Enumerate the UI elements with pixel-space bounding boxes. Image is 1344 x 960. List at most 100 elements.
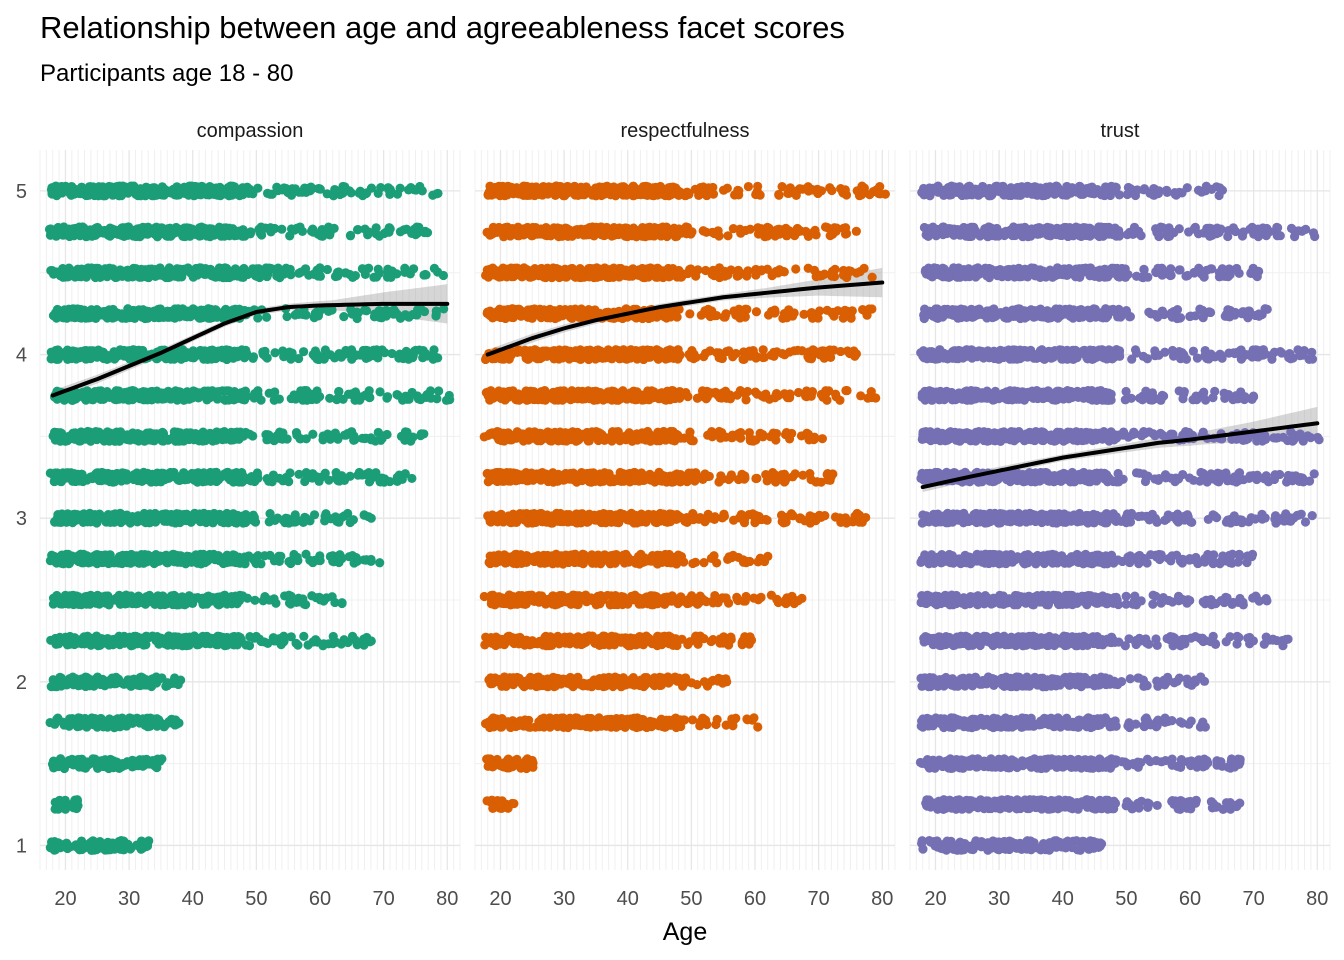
data-point — [178, 598, 188, 608]
data-point — [144, 470, 154, 480]
data-point — [197, 428, 207, 439]
data-point — [333, 271, 343, 281]
data-point — [240, 386, 251, 396]
data-point — [315, 184, 325, 194]
data-point — [223, 266, 234, 276]
data-point — [89, 224, 99, 235]
data-point — [104, 436, 114, 446]
data-point — [207, 354, 217, 364]
data-point — [197, 185, 207, 195]
data-point — [68, 433, 78, 444]
data-point — [244, 551, 254, 561]
data-point — [229, 510, 239, 520]
data-point — [266, 227, 276, 237]
data-point — [403, 354, 414, 364]
data-point — [260, 346, 270, 356]
data-point — [375, 387, 385, 397]
points-layer — [44, 181, 1324, 855]
data-point — [417, 305, 427, 315]
data-point — [114, 394, 124, 404]
data-point — [375, 558, 385, 568]
data-point — [151, 549, 161, 560]
data-point — [299, 385, 310, 396]
data-point — [225, 181, 236, 191]
data-point — [285, 468, 295, 478]
data-point — [429, 353, 439, 363]
data-point — [308, 224, 318, 234]
data-point — [151, 264, 161, 275]
data-point — [85, 394, 95, 404]
data-point — [65, 714, 75, 724]
data-point — [226, 189, 236, 199]
data-point — [350, 270, 360, 281]
data-point — [330, 597, 340, 608]
data-point — [72, 510, 82, 520]
data-point — [179, 395, 189, 405]
data-point — [251, 631, 261, 642]
chart-title: Relationship between age and agreeablene… — [40, 10, 845, 45]
data-point — [299, 631, 309, 641]
data-point — [350, 635, 360, 645]
data-point — [146, 227, 156, 237]
data-point — [386, 186, 396, 196]
data-point — [221, 558, 231, 568]
data-point — [366, 554, 376, 565]
data-point — [418, 353, 428, 363]
data-point — [400, 391, 411, 401]
data-point — [93, 590, 103, 600]
data-point — [143, 183, 153, 193]
data-point — [207, 309, 217, 319]
data-point — [158, 436, 168, 446]
data-point — [172, 190, 182, 200]
data-point — [376, 435, 386, 445]
data-point — [207, 271, 217, 281]
data-point — [224, 473, 234, 483]
data-point — [277, 224, 287, 234]
data-point — [249, 393, 259, 403]
data-point — [118, 511, 128, 521]
data-point — [164, 717, 174, 727]
data-point — [199, 468, 209, 478]
data-point — [339, 430, 350, 440]
data-point — [174, 718, 184, 728]
data-point — [188, 267, 198, 277]
data-point — [53, 509, 63, 520]
data-point — [52, 312, 62, 322]
data-point — [46, 347, 56, 357]
data-point — [178, 345, 188, 355]
data-point — [105, 638, 116, 648]
data-point — [73, 681, 84, 691]
data-point — [360, 469, 371, 480]
data-point — [88, 639, 99, 649]
data-point — [87, 844, 97, 854]
data-point — [352, 307, 362, 317]
data-point — [229, 640, 239, 650]
data-point — [79, 431, 89, 442]
data-point — [110, 715, 120, 725]
data-point — [272, 182, 282, 192]
data-point — [73, 390, 83, 401]
data-point — [132, 677, 142, 687]
data-point — [286, 558, 296, 569]
data-point — [237, 477, 247, 487]
data-point — [301, 513, 311, 523]
data-point — [315, 551, 325, 561]
data-point — [279, 352, 289, 362]
data-point — [66, 556, 76, 566]
data-point — [279, 183, 289, 193]
data-point — [350, 351, 360, 361]
data-point — [169, 467, 179, 478]
data-point — [421, 392, 432, 403]
data-point — [216, 430, 227, 440]
data-point — [90, 510, 100, 520]
data-point — [59, 395, 70, 405]
data-point — [139, 640, 149, 650]
data-point — [370, 310, 381, 320]
data-point — [70, 475, 80, 485]
data-point — [132, 430, 142, 440]
data-point — [161, 186, 172, 196]
data-point — [208, 229, 218, 239]
data-point — [429, 345, 439, 355]
data-point — [228, 550, 238, 560]
data-point — [162, 224, 173, 234]
